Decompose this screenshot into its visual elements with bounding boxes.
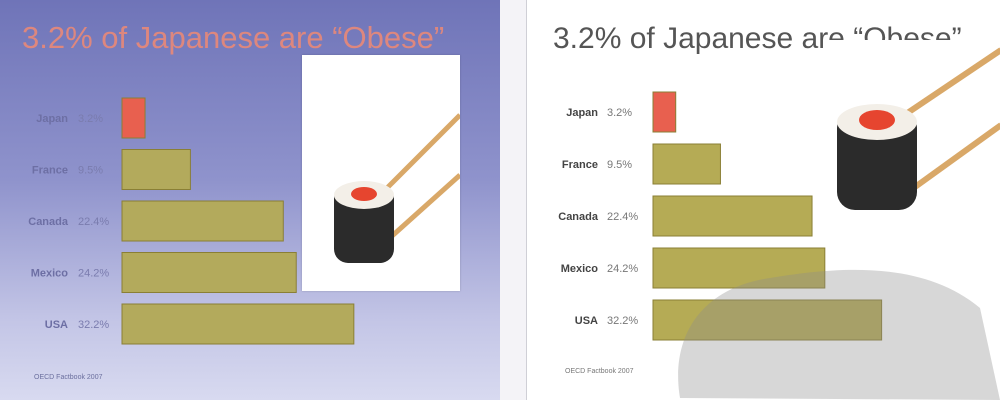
category-label: USA [575,315,598,327]
category-label: Canada [28,216,69,228]
bar-mexico [652,247,826,289]
sushi-photo [827,40,1000,230]
value-label: 24.2% [78,268,109,280]
bar-japan [121,97,146,139]
bar-france [652,143,721,185]
category-label: Mexico [561,263,599,275]
category-label: Japan [36,113,68,125]
divider-strip [500,0,526,400]
value-label: 9.5% [78,165,103,177]
value-label: 3.2% [607,107,632,119]
bar-chart: Japan 3.2% France 9.5% Canada 22.4% Mexico 24.2… [28,97,355,345]
bar-japan [652,91,677,133]
bar-usa [652,299,883,341]
bar-chart: Japan 3.2% France 9.5% Canada 22.4% Mexico 24.2… [558,91,883,341]
value-label: 9.5% [607,159,632,171]
chart-title: 3.2% of Japanese are “Obese” [22,20,445,55]
bar-usa [121,303,355,345]
bar-canada [121,200,284,242]
category-label: France [32,165,68,177]
bar-canada [652,195,813,237]
sushi-photo [302,55,462,291]
source-note: OECD Factbook 2007 [34,374,103,381]
sushi-chopsticks-icon [837,47,1000,210]
bar-mexico [121,252,297,293]
sushi-chopsticks-icon [334,113,462,263]
value-label: 32.2% [607,315,638,327]
value-label: 22.4% [607,211,638,223]
category-label: USA [45,319,68,331]
bar-france [121,149,191,190]
value-label: 32.2% [78,319,109,331]
left-slide: 3.2% of Japanese are “Obese” Japan 3.2% Fr… [0,0,500,400]
category-label: France [562,159,598,171]
category-label: Mexico [31,268,69,280]
value-label: 24.2% [607,263,638,275]
value-label: 3.2% [78,113,103,125]
value-label: 22.4% [78,216,109,228]
category-label: Canada [558,211,599,223]
right-slide: 3.2% of Japanese are “Obese” Japan 3.2% Fr… [526,0,1000,400]
source-note: OECD Factbook 2007 [565,368,634,375]
category-label: Japan [566,107,598,119]
watermark-logo [678,269,1000,400]
